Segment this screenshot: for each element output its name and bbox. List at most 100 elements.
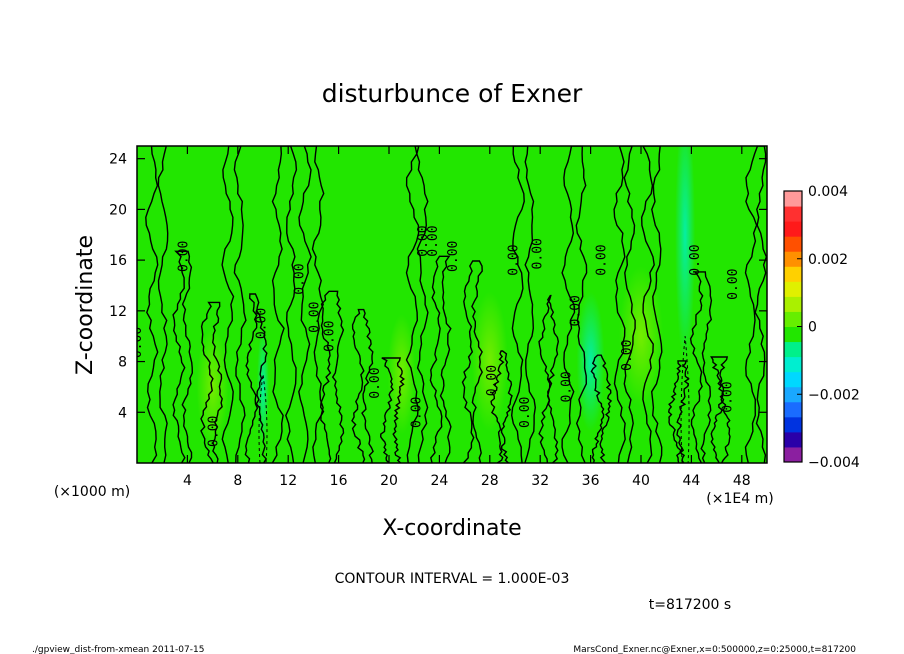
colorbar-tick-label: −0.004 — [808, 455, 860, 471]
colorbar-tick-label: 0 — [808, 320, 817, 336]
x-tick-label: 32 — [531, 473, 549, 489]
contour-label: 0.00 — [416, 225, 431, 256]
y-tick-label: 24 — [109, 152, 127, 168]
contour-line — [613, 146, 636, 463]
contour-line — [561, 146, 588, 463]
x-tick-label: 20 — [380, 473, 398, 489]
contour-label: 0.00 — [130, 327, 145, 358]
contour-line — [510, 146, 537, 463]
contour-label: 0.00 — [688, 244, 703, 275]
plot-area: 0.000.000.000.000.000.000.000.000.000.00… — [109, 145, 768, 489]
colorbar-tick-label: 0.002 — [808, 252, 848, 268]
y-tick-label: 16 — [109, 253, 127, 269]
time-stamp: t=817200 s — [649, 597, 731, 613]
contour-line — [689, 271, 713, 463]
contour-line — [145, 146, 169, 463]
x-tick-label: 28 — [481, 473, 499, 489]
contour-line — [640, 146, 663, 463]
x-tick-label: 40 — [632, 473, 650, 489]
contour-line — [490, 350, 513, 463]
footer-left: ./gpview_dist-from-xmean 2011-07-15 — [32, 645, 204, 654]
contour-line — [744, 146, 767, 463]
colorbar-swatch — [784, 296, 802, 312]
y-axis: 4 8 12 16 20 24 — [109, 152, 767, 421]
contour-line — [405, 146, 429, 463]
colorbar-swatch — [784, 431, 802, 448]
y-tick-label: 12 — [109, 304, 127, 320]
contour-labels: 0.000.000.000.000.000.000.000.000.000.00… — [130, 225, 741, 447]
contour-label: 0.00 — [368, 367, 383, 398]
chart-title: disturbunce of Exner — [322, 79, 583, 108]
colorbar-swatch — [784, 341, 802, 358]
contour-line-negative — [680, 336, 690, 463]
colorbar-swatch — [784, 371, 802, 388]
contour-label: 0.00 — [595, 244, 610, 275]
contour-line — [461, 260, 483, 463]
colorbar-swatch — [784, 191, 802, 207]
colorbar-swatch — [784, 416, 802, 433]
contour-label: 0.00 — [507, 244, 522, 275]
contour-label: 0.00 — [531, 238, 546, 269]
contour-label: 0.00 — [721, 381, 736, 412]
colorbar-tick-label: −0.002 — [808, 387, 860, 403]
y-axis-label: Z-coordinate — [73, 235, 98, 375]
x-tick-label: 44 — [682, 473, 700, 489]
contour-label: 0.00 — [620, 340, 635, 371]
x-tick-label: 48 — [733, 473, 751, 489]
contour-label: 0.00 — [485, 365, 500, 396]
contour-line — [221, 146, 247, 463]
contour-line — [379, 357, 405, 463]
colorbar-swatch — [784, 266, 802, 282]
contour-line — [244, 293, 268, 463]
contour-label: 0.00 — [176, 241, 191, 272]
contour-line — [538, 294, 560, 463]
x-tick-label: 12 — [279, 473, 297, 489]
y-unit-note: (×1000 m) — [54, 484, 130, 500]
contour-line — [271, 146, 298, 463]
field-anomaly — [675, 146, 696, 365]
colorbar-swatch — [784, 251, 802, 267]
contour-label: 0.00 — [568, 295, 583, 326]
contour-label: 0.00 — [426, 225, 441, 256]
contour-label: 0.00 — [446, 241, 461, 272]
contour-label: 0.00 — [518, 397, 533, 428]
colorbar-swatch — [784, 401, 802, 418]
colorbar-tick-label: 0.004 — [808, 184, 848, 200]
contour-line — [298, 146, 325, 463]
contour-line — [172, 250, 194, 463]
field-anomaly — [196, 326, 229, 447]
contour-label: 0.00 — [559, 371, 574, 402]
colorbar-swatch — [784, 356, 802, 373]
colorbar: 0.004 0.002 0 −0.002 −0.004 — [783, 184, 860, 471]
contour-label: 0.00 — [292, 263, 307, 294]
contour-line-negative — [258, 374, 268, 463]
contour-line — [710, 356, 731, 463]
contour-line — [319, 290, 345, 463]
contour-interval-note: CONTOUR INTERVAL = 1.000E-03 — [335, 571, 570, 587]
colorbar-swatch — [784, 446, 802, 463]
x-tick-label: 16 — [330, 473, 348, 489]
field-anomaly — [257, 326, 269, 447]
plot-frame — [136, 145, 768, 464]
colorbar-swatch — [784, 311, 802, 327]
x-axis: 4 8 12 16 20 24 28 32 36 40 44 48 — [183, 146, 751, 489]
footer-right: MarsCond_Exner.nc@Exner,x=0:500000,z=0:2… — [573, 645, 856, 654]
contour-label: 0.00 — [207, 416, 222, 447]
y-tick-label: 4 — [118, 405, 127, 421]
y-tick-label: 8 — [118, 355, 127, 371]
contour-label: 0.00 — [255, 308, 270, 339]
field-anomaly — [619, 266, 663, 407]
contour-line — [200, 301, 223, 463]
contour-lines — [145, 146, 767, 463]
x-tick-label: 8 — [233, 473, 242, 489]
field-anomalies — [196, 146, 696, 447]
colorbar-swatch — [784, 326, 802, 343]
field-background — [137, 146, 767, 463]
x-axis-label: X-coordinate — [382, 516, 521, 541]
field-anomaly — [471, 291, 508, 432]
colorbar-swatch — [784, 386, 802, 403]
contour-line — [351, 308, 374, 463]
x-tick-label: 36 — [582, 473, 600, 489]
contour-label: 0.00 — [323, 321, 338, 352]
